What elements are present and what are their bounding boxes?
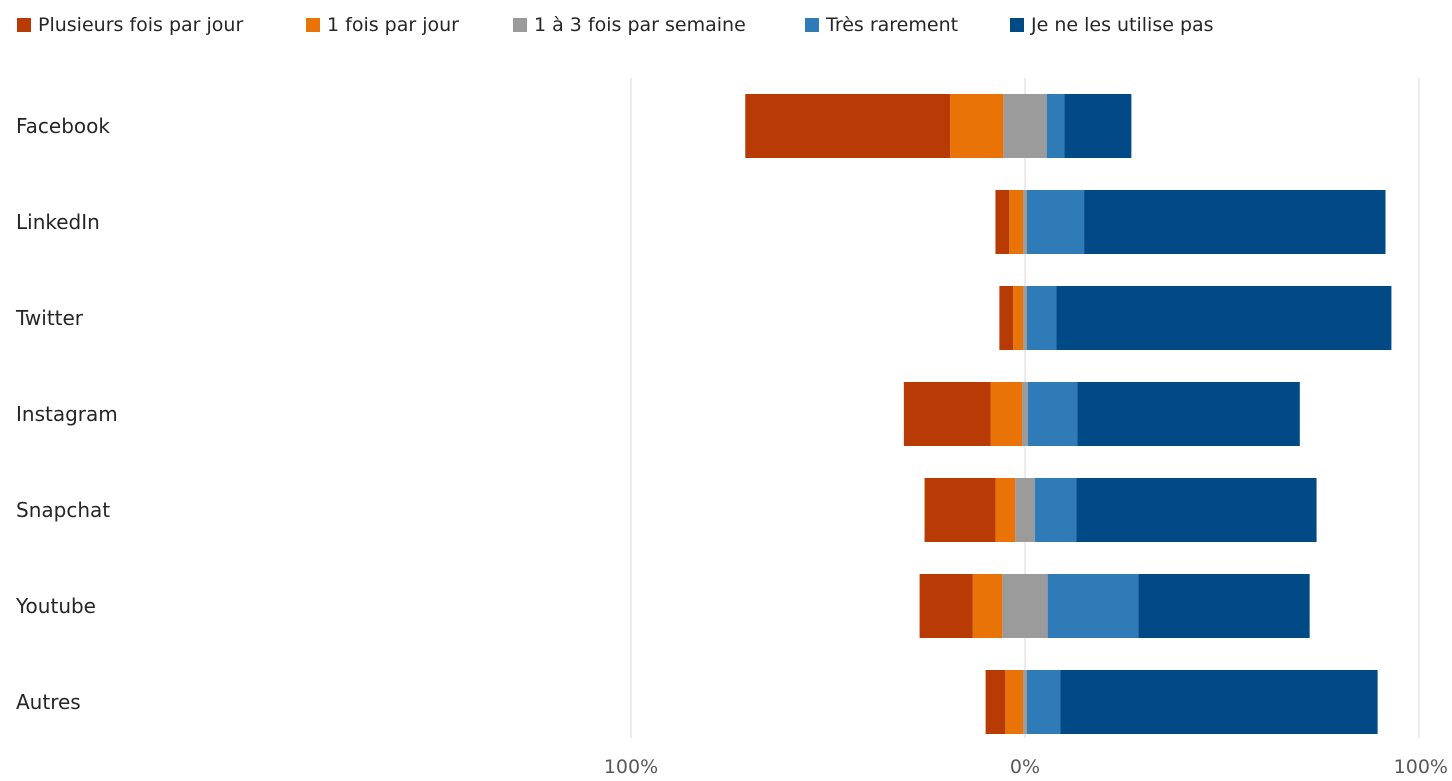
category-label: Instagram (16, 402, 118, 426)
legend-item-1-a-3-fois-par-semaine[interactable]: 1 à 3 fois par semaine (513, 14, 746, 36)
bar-segment-1-a-3-fois-par-semaine[interactable] (1015, 478, 1035, 542)
bar-segment-je-ne-les-utilise-pas[interactable] (1138, 574, 1310, 638)
bar-row-instagram (903, 382, 1300, 446)
bar-segment-plusieurs-fois-par-jour[interactable] (999, 286, 1014, 350)
bar-segment-1-fois-par-jour[interactable] (1009, 190, 1024, 254)
bar-segment-plusieurs-fois-par-jour[interactable] (919, 574, 973, 638)
bar-segment-1-a-3-fois-par-semaine[interactable] (1003, 94, 1047, 158)
bar-segment-1-fois-par-jour[interactable] (1013, 286, 1024, 350)
bar-segment-1-fois-par-jour[interactable] (972, 574, 1003, 638)
legend: Plusieurs fois par jour 1 fois par jour 1 … (17, 14, 1214, 36)
bar-segment-je-ne-les-utilise-pas[interactable] (1060, 670, 1378, 734)
bar-segment-1-a-3-fois-par-semaine[interactable] (1023, 190, 1027, 254)
x-tick-label: 100% (604, 756, 658, 777)
bars (745, 94, 1392, 734)
bar-segment-je-ne-les-utilise-pas[interactable] (1056, 286, 1392, 350)
category-label: Youtube (15, 594, 96, 618)
bar-segment-je-ne-les-utilise-pas[interactable] (1077, 382, 1300, 446)
bar-segment-1-a-3-fois-par-semaine[interactable] (1002, 574, 1048, 638)
bar-segment-tres-rarement[interactable] (1026, 286, 1057, 350)
bar-segment-1-fois-par-jour[interactable] (995, 478, 1016, 542)
legend-swatch (17, 18, 31, 32)
category-label: Facebook (16, 114, 110, 138)
legend-label: Plusieurs fois par jour (38, 14, 243, 36)
bar-segment-1-a-3-fois-par-semaine[interactable] (1022, 382, 1028, 446)
bar-segment-tres-rarement[interactable] (1047, 574, 1139, 638)
bar-segment-1-fois-par-jour[interactable] (1005, 670, 1024, 734)
category-label: Twitter (15, 306, 84, 330)
bar-segment-plusieurs-fois-par-jour[interactable] (745, 94, 951, 158)
category-label: Snapchat (16, 498, 110, 522)
bar-segment-1-fois-par-jour[interactable] (990, 382, 1023, 446)
bar-segment-plusieurs-fois-par-jour[interactable] (995, 190, 1010, 254)
bar-segment-plusieurs-fois-par-jour[interactable] (924, 478, 996, 542)
legend-label: Je ne les utilise pas (1030, 14, 1214, 36)
bar-segment-tres-rarement[interactable] (1027, 382, 1078, 446)
legend-label: 1 à 3 fois par semaine (534, 14, 746, 36)
legend-label: 1 fois par jour (327, 14, 459, 36)
legend-label: Très rarement (825, 14, 958, 36)
legend-swatch (306, 18, 320, 32)
bar-segment-1-fois-par-jour[interactable] (950, 94, 1004, 158)
x-tick-label: 100% (1394, 756, 1448, 777)
category-label: LinkedIn (16, 210, 100, 234)
legend-item-tres-rarement[interactable]: Très rarement (805, 14, 958, 36)
bar-row-snapchat (924, 478, 1317, 542)
bar-segment-tres-rarement[interactable] (1026, 190, 1085, 254)
legend-swatch (513, 18, 527, 32)
legend-swatch (1010, 18, 1024, 32)
legend-item-je-ne-les-utilise-pas[interactable]: Je ne les utilise pas (1010, 14, 1214, 36)
bar-segment-plusieurs-fois-par-jour[interactable] (903, 382, 991, 446)
bar-segment-je-ne-les-utilise-pas[interactable] (1084, 190, 1386, 254)
legend-item-1-fois-par-jour[interactable]: 1 fois par jour (306, 14, 459, 36)
bar-segment-je-ne-les-utilise-pas[interactable] (1076, 478, 1317, 542)
bar-segment-1-a-3-fois-par-semaine[interactable] (1023, 286, 1027, 350)
category-label: Autres (16, 690, 81, 714)
bar-row-twitter (999, 286, 1392, 350)
bar-segment-je-ne-les-utilise-pas[interactable] (1064, 94, 1132, 158)
bar-row-youtube (919, 574, 1310, 638)
bar-segment-tres-rarement[interactable] (1046, 94, 1065, 158)
x-axis-ticks: 100% 0% 100% (604, 756, 1448, 778)
x-tick-label: 0% (1010, 756, 1040, 777)
bar-row-autres (985, 670, 1378, 734)
bar-segment-tres-rarement[interactable] (1034, 478, 1077, 542)
bar-segment-plusieurs-fois-par-jour[interactable] (985, 670, 1006, 734)
bar-segment-1-a-3-fois-par-semaine[interactable] (1023, 670, 1027, 734)
bar-row-linkedin (995, 190, 1386, 254)
bar-row-facebook (745, 94, 1132, 158)
legend-item-plusieurs-fois-par-jour[interactable]: Plusieurs fois par jour (17, 14, 243, 36)
legend-swatch (805, 18, 819, 32)
bar-segment-tres-rarement[interactable] (1026, 670, 1061, 734)
